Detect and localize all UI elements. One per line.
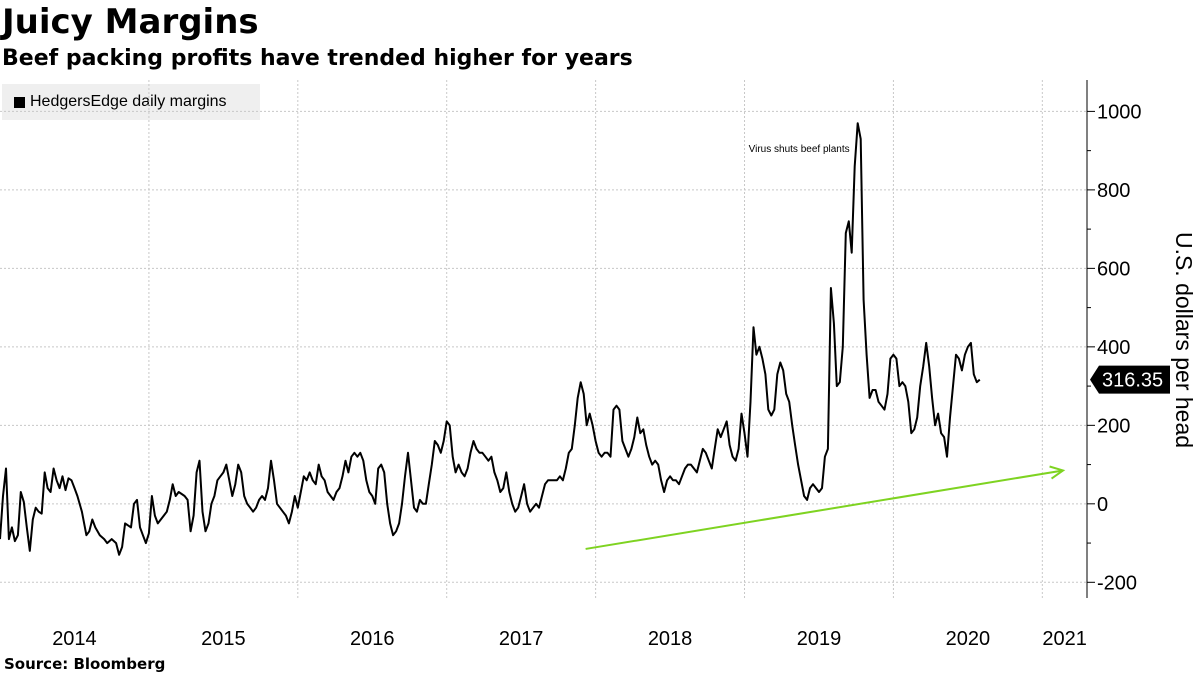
x-tick-label: 2015 <box>201 628 246 650</box>
y-axis: -200 0 200 400 600 800 1000 <box>1086 80 1142 598</box>
chart-subtitle: Beef packing profits have trended higher… <box>2 46 633 71</box>
y-tick-label: 800 <box>1097 180 1130 202</box>
trend-arrow-head <box>1049 465 1066 480</box>
series-layer <box>0 122 981 556</box>
legend: HedgersEdge daily margins <box>2 84 260 120</box>
last-value-badge-group: 316.35 <box>1090 365 1170 394</box>
x-tick-label: 2016 <box>350 628 395 650</box>
x-tick-label: 2018 <box>648 628 693 650</box>
x-axis: 2014 2015 2016 2017 2018 2019 2020 2021 <box>52 628 1087 650</box>
annotation-layer: Virus shuts beef plants <box>749 144 850 155</box>
grid-lines <box>0 80 1087 598</box>
y-tick-label: 200 <box>1097 415 1130 437</box>
x-tick-label: 2017 <box>499 628 544 650</box>
y-tick-label: 1000 <box>1097 101 1142 123</box>
legend-swatch <box>14 96 25 108</box>
y-tick-label: 400 <box>1097 337 1130 359</box>
trend-arrow-line <box>585 469 1064 550</box>
last-value-label: 316.35 <box>1102 370 1163 392</box>
trend-arrow-group <box>585 465 1066 550</box>
legend-label: HedgersEdge daily margins <box>30 93 227 110</box>
y-tick-label: 600 <box>1097 258 1130 280</box>
series-line <box>0 122 981 556</box>
x-tick-label: 2021 <box>1042 628 1087 650</box>
x-tick-label: 2019 <box>797 628 842 650</box>
y-tick-label: 0 <box>1097 494 1108 516</box>
x-tick-label: 2014 <box>52 628 97 650</box>
last-value-badge <box>1090 365 1170 394</box>
chart-title: Juicy Margins <box>2 2 259 42</box>
x-tick-label: 2020 <box>946 628 991 650</box>
source-note: Source: Bloomberg <box>4 655 166 673</box>
annotation-label: Virus shuts beef plants <box>749 144 850 155</box>
y-tick-label: -200 <box>1097 572 1137 594</box>
y-axis-label: U.S. dollars per head <box>1171 232 1197 448</box>
